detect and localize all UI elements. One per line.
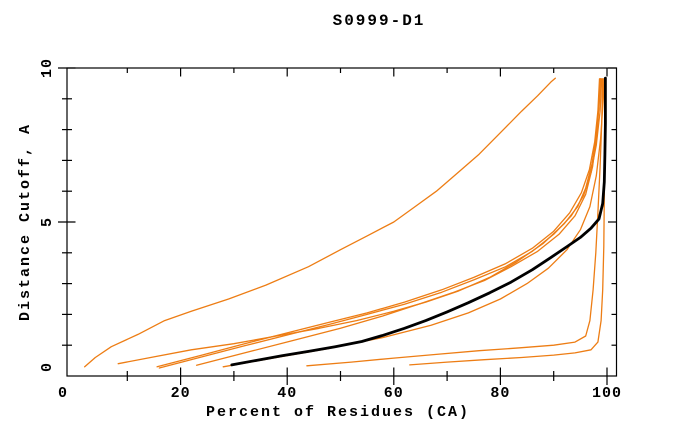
curve-model-5 bbox=[195, 78, 602, 366]
curves bbox=[84, 76, 607, 369]
x-tick-label: 100 bbox=[592, 385, 622, 402]
plot-frame bbox=[66, 67, 618, 377]
y-tick-label: 5 bbox=[39, 217, 56, 227]
curve-model-8 bbox=[409, 78, 606, 366]
x-tick-label: 40 bbox=[277, 385, 297, 402]
curve-model-7 bbox=[306, 78, 604, 367]
curve-model-2 bbox=[117, 78, 602, 365]
y-tick-label: 10 bbox=[39, 58, 56, 78]
y-axis-title: Distance Cutoff, A bbox=[17, 123, 34, 321]
y-tick-label: 0 bbox=[39, 362, 56, 372]
curve-reference bbox=[230, 76, 607, 367]
curve-model-4 bbox=[158, 78, 603, 369]
curve-model-1 bbox=[84, 77, 556, 368]
axes: 0 20 40 60 80 100 0 5 10 bbox=[39, 58, 622, 402]
page-title: S0999-D1 bbox=[333, 12, 426, 30]
x-tick-label: 60 bbox=[384, 385, 404, 402]
x-axis-title: Percent of Residues (CA) bbox=[206, 404, 470, 421]
x-tick-label: 0 bbox=[58, 385, 68, 402]
x-tick-label: 20 bbox=[171, 385, 191, 402]
curve-model-3 bbox=[156, 78, 601, 368]
x-tick-label: 80 bbox=[490, 385, 510, 402]
